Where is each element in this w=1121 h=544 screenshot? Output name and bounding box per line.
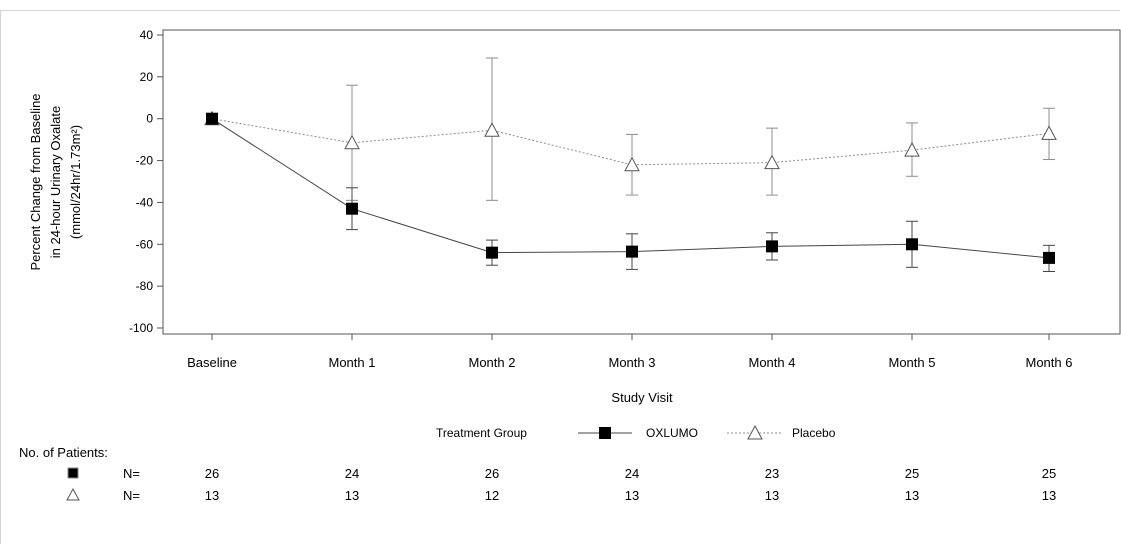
data-point-oxlumo xyxy=(206,112,218,125)
y-tick-label: -100 xyxy=(129,321,153,335)
y-tick-label: 20 xyxy=(140,70,154,84)
y-tick-label: -60 xyxy=(136,237,154,251)
y-tick-label: -80 xyxy=(136,279,154,293)
data-point-oxlumo xyxy=(346,202,358,215)
series-line-placebo xyxy=(211,118,1050,166)
y-tick-label: -20 xyxy=(136,154,154,168)
patients-count-cell: 13 xyxy=(905,488,919,503)
patients-count-cell: 13 xyxy=(1042,488,1056,503)
y-tick-label: 0 xyxy=(146,112,153,126)
patients-row-label: N= xyxy=(123,488,140,503)
patients-count-cell: 12 xyxy=(485,488,499,503)
y-tick-label: 40 xyxy=(140,28,154,42)
outer-frame xyxy=(0,10,1120,544)
data-point-oxlumo xyxy=(626,245,638,258)
patients-count-cell: 24 xyxy=(345,466,359,481)
data-point-placebo xyxy=(904,142,920,157)
legend-title: Treatment Group xyxy=(436,426,527,440)
patients-table-title: No. of Patients: xyxy=(19,445,108,460)
x-tick-label: Month 5 xyxy=(889,355,936,370)
data-point-oxlumo xyxy=(486,246,498,259)
patients-count-cell: 23 xyxy=(765,466,779,481)
series-line-oxlumo xyxy=(211,118,1050,259)
y-axis-title-line: in 24-hour Urinary Oxalate xyxy=(48,106,63,258)
patients-count-cell: 13 xyxy=(765,488,779,503)
data-point-oxlumo xyxy=(766,240,778,253)
legend-label-placebo: Placebo xyxy=(792,426,836,440)
patients-count-cell: 26 xyxy=(485,466,499,481)
patients-row-label: N= xyxy=(123,466,140,481)
data-point-placebo xyxy=(764,154,780,170)
patients-count-cell: 13 xyxy=(625,488,639,503)
patients-count-cell: 25 xyxy=(1042,466,1056,481)
patients-count-cell: 13 xyxy=(205,488,219,503)
x-tick-label: Month 3 xyxy=(609,355,656,370)
x-tick-label: Baseline xyxy=(187,355,237,370)
patients-count-cell: 24 xyxy=(625,466,639,481)
data-point-placebo xyxy=(344,134,360,150)
x-axis-title: Study Visit xyxy=(611,390,673,405)
patients-row-marker-triangle xyxy=(66,487,80,501)
patients-count-cell: 13 xyxy=(345,488,359,503)
patients-count-cell: 25 xyxy=(905,466,919,481)
patients-row-marker-square xyxy=(67,467,79,479)
x-tick-label: Month 2 xyxy=(469,355,516,370)
legend-marker-placebo xyxy=(747,424,763,440)
plot-frame xyxy=(162,29,1121,335)
x-tick-label: Month 1 xyxy=(329,355,376,370)
data-point-placebo xyxy=(1041,125,1057,140)
x-tick-label: Month 4 xyxy=(749,355,796,370)
legend-label-oxlumo: OXLUMO xyxy=(646,426,698,440)
data-point-oxlumo xyxy=(906,238,918,251)
patients-count-cell: 26 xyxy=(205,466,219,481)
data-point-placebo xyxy=(484,122,500,137)
x-tick-label: Month 6 xyxy=(1026,355,1073,370)
y-tick-label: -40 xyxy=(136,195,154,209)
data-point-oxlumo xyxy=(1043,251,1055,264)
y-axis-title-line: Percent Change from Baseline xyxy=(28,93,43,270)
data-point-placebo xyxy=(624,156,640,172)
legend-marker-oxlumo xyxy=(599,427,611,439)
y-axis-title-line: (mmol/24hr/1.73m²) xyxy=(68,125,83,239)
